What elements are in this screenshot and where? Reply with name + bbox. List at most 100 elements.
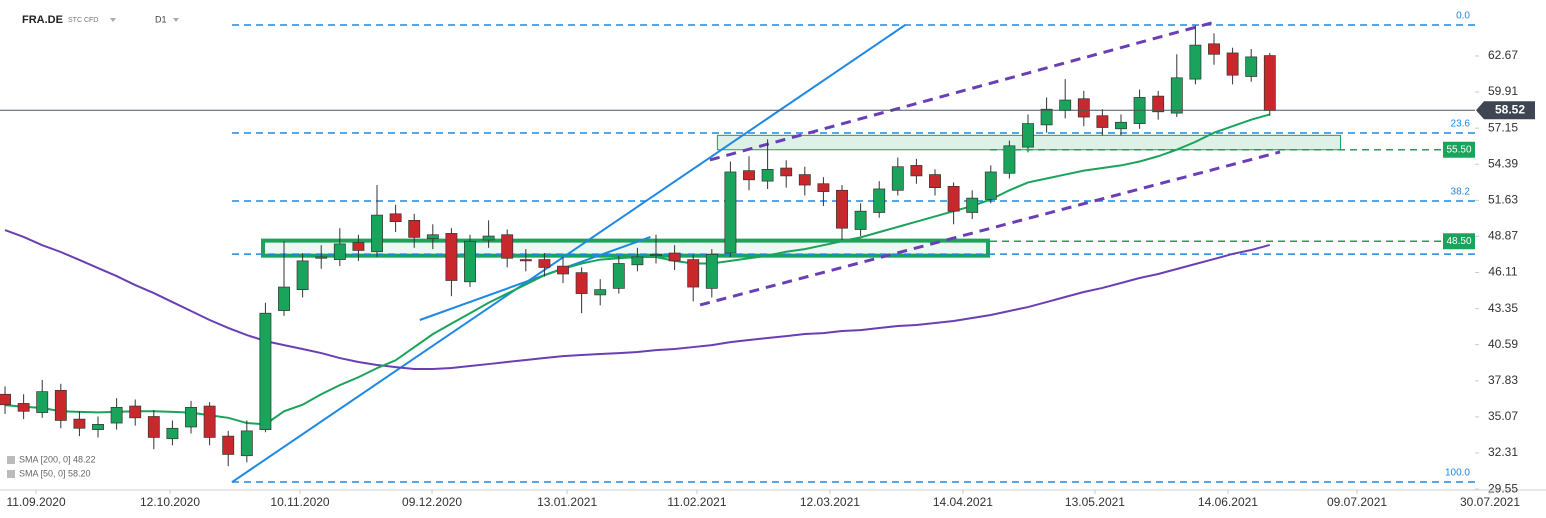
candle-body — [73, 418, 86, 429]
dropdown-icon[interactable] — [173, 18, 179, 22]
x-tick-label: 10.11.2020 — [270, 495, 329, 509]
candle-body — [984, 171, 997, 200]
candle-body — [371, 214, 383, 253]
candle-body — [668, 252, 681, 262]
candle-body — [557, 265, 569, 275]
candle-body — [0, 393, 11, 406]
candle-body — [1226, 52, 1239, 76]
candle-body — [1022, 123, 1034, 148]
level-box — [1443, 233, 1475, 250]
last-price-label: 58.52 — [1495, 102, 1525, 116]
candle-body — [873, 188, 886, 213]
candle-body — [482, 235, 495, 241]
legend-icon — [7, 470, 15, 478]
dropdown-icon[interactable] — [110, 18, 116, 22]
candle-body — [519, 259, 532, 262]
candle-body — [389, 213, 402, 223]
candle-body — [687, 259, 700, 288]
y-tick-label: 37.83 — [1488, 373, 1518, 387]
candle-body — [1245, 56, 1258, 77]
candle-body — [278, 286, 290, 311]
candle-body — [222, 435, 235, 455]
candle-body — [315, 256, 328, 259]
candle-body — [1096, 115, 1109, 128]
x-tick-label: 30.07.2021 — [1460, 495, 1520, 509]
interval[interactable]: D1 — [155, 14, 167, 24]
x-tick-label: 12.03.2021 — [800, 495, 860, 509]
candle-body — [910, 165, 923, 177]
candle-body — [594, 289, 607, 296]
candle-body — [612, 263, 625, 289]
candle-body — [92, 424, 104, 430]
candle-body — [445, 233, 458, 281]
x-tick-label: 12.10.2020 — [140, 495, 200, 509]
candle-body — [54, 390, 67, 421]
candle-body — [1263, 55, 1276, 111]
y-tick-label: 29.55 — [1488, 481, 1518, 495]
fib-label: 38.2 — [1451, 187, 1471, 198]
plot-area — [0, 20, 1475, 483]
candle-body — [724, 171, 737, 254]
candle-body — [780, 167, 793, 177]
fib-label: 23.6 — [1451, 119, 1471, 130]
candle-body — [650, 254, 662, 257]
candle-body — [147, 416, 160, 438]
candle-body — [240, 430, 253, 457]
candle-body — [352, 242, 365, 251]
level-label: 48.50 — [1446, 236, 1471, 247]
candle-body — [166, 427, 179, 440]
y-tick-label: 43.35 — [1488, 301, 1518, 315]
candle-body — [947, 185, 960, 212]
candle-body — [575, 272, 588, 294]
candle-body — [538, 259, 551, 268]
x-tick-label: 11.02.2021 — [667, 495, 726, 509]
candle-body — [761, 168, 774, 182]
trendline — [709, 20, 1216, 162]
trendline — [419, 236, 651, 321]
candle-body — [426, 234, 439, 240]
y-tick-label: 57.15 — [1488, 120, 1518, 134]
y-tick-label: 32.31 — [1488, 445, 1518, 459]
x-tick-label: 09.12.2020 — [402, 495, 462, 509]
level-label: 55.50 — [1446, 144, 1471, 155]
x-tick-label: 13.05.2021 — [1065, 495, 1125, 509]
candle-body — [36, 391, 49, 413]
candle-body — [203, 405, 216, 438]
instrument[interactable]: STC CFD — [68, 17, 98, 24]
candle-body — [836, 189, 848, 229]
candle-body — [408, 219, 421, 238]
candle-body — [17, 403, 30, 412]
x-tick-label: 09.07.2021 — [1327, 495, 1387, 509]
candle-body — [929, 174, 941, 189]
level-box — [1443, 141, 1475, 158]
y-tick-label: 35.07 — [1488, 409, 1518, 423]
candle-body — [817, 183, 830, 192]
x-tick-label: 13.01.2021 — [537, 495, 597, 509]
legend-entry: SMA [200, 0] 48.22 — [19, 454, 96, 464]
candle-body — [464, 240, 476, 283]
trendline — [699, 150, 1281, 307]
legend-icon — [7, 456, 15, 464]
candle-body — [1059, 99, 1072, 111]
candle-body — [854, 210, 867, 230]
candle-body — [1115, 121, 1127, 130]
candle-body — [891, 166, 904, 191]
fib-label: 0.0 — [1456, 11, 1470, 22]
y-tick-label: 62.67 — [1488, 48, 1518, 62]
symbol[interactable]: FRA.DE — [22, 14, 63, 26]
candle-body — [1170, 77, 1183, 114]
candle-body — [705, 254, 718, 289]
candle-body — [1040, 108, 1053, 126]
candle-body — [1003, 145, 1016, 174]
candle-body — [110, 407, 123, 424]
x-tick-label: 14.04.2021 — [933, 495, 993, 509]
trendline — [231, 24, 906, 483]
y-tick-label: 48.87 — [1488, 229, 1518, 243]
candle-body — [185, 407, 197, 428]
candle-body — [296, 260, 309, 291]
candle-body — [743, 170, 755, 181]
zone — [260, 238, 991, 258]
candle-body — [1208, 43, 1220, 55]
legend-entry: SMA [50, 0] 58.20 — [19, 468, 91, 478]
